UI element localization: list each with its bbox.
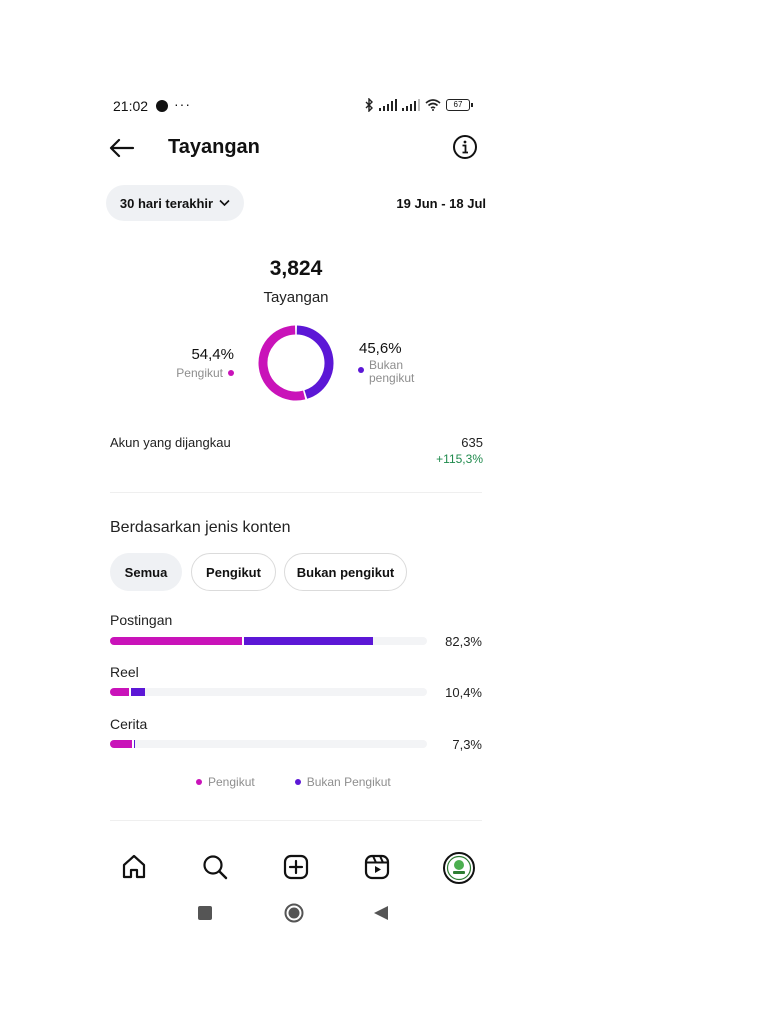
recent-apps-icon [198,906,212,920]
nav-reels[interactable] [362,852,392,882]
bar-segment-non-followers [243,637,373,645]
tab-followers[interactable]: Pengikut [191,553,276,591]
row-label-reels: Reel [110,664,139,680]
back-triangle-icon [374,906,388,920]
followers-legend: Pengikut [140,366,234,380]
row-label-posts: Postingan [110,612,173,628]
non-followers-percentage: 45,6% [359,340,402,357]
total-views: 3,824 [269,257,323,280]
followers-dot [228,370,234,376]
total-views-label: Tayangan [263,289,329,306]
donut-slice-non-followers [296,325,334,399]
battery-icon: 67 [446,99,473,111]
bar-segment-non-followers [133,740,136,748]
legend-followers-dot [196,779,202,785]
tab-non-followers[interactable]: Bukan pengikut [284,553,407,591]
search-icon [203,855,228,880]
chevron-down-icon [219,199,230,207]
recent-apps-button[interactable] [198,906,212,920]
signal-icon [402,99,420,111]
home-icon [122,854,146,879]
non-followers-label-line1: Bukan [369,358,404,372]
non-followers-legend: Bukan pengikut [358,359,414,385]
posts-bar [110,637,427,645]
reach-label: Akun yang dijangkau [110,435,231,450]
profile-avatar [443,852,475,884]
nav-create[interactable] [281,852,311,882]
divider [110,492,482,493]
bar-segment-non-followers [131,688,145,696]
status-icons: 67 [364,97,473,113]
non-followers-dot [358,367,364,373]
bar-segment-followers [110,688,130,696]
followers-percentage: 54,4% [191,346,234,363]
reach-value: 635 [461,435,483,450]
row-label-stories: Cerita [110,716,148,732]
wifi-icon [425,99,441,111]
bar-gap [241,637,244,645]
reels-percentage: 10,4% [445,685,482,700]
reach-change: +115,3% [436,452,483,466]
reels-bar [110,688,427,696]
legend-non-followers: Bukan Pengikut [306,775,391,789]
nav-search[interactable] [200,852,230,882]
bar-segment-followers [110,740,132,748]
section-title: Berdasarkan jenis konten [110,519,291,536]
signal-icon [379,99,397,111]
followers-donut-chart [258,325,334,401]
legend-followers: Pengikut [208,775,255,789]
tab-all[interactable]: Semua [110,553,182,591]
bar-gap [131,740,134,748]
create-icon [283,854,309,880]
stories-bar [110,740,427,748]
posts-percentage: 82,3% [445,634,482,649]
bar-segment-followers [110,637,242,645]
date-range-selected: 30 hari terakhir [119,195,214,211]
info-icon [453,135,477,159]
nav-profile[interactable] [443,852,475,884]
stories-percentage: 7,3% [452,737,482,752]
donut-slice-followers [258,325,306,401]
divider [110,820,482,821]
followers-legend-label: Pengikut [176,366,223,380]
status-time: 21:02 [113,98,149,114]
back-button[interactable] [106,134,138,162]
system-back-button[interactable] [373,905,389,921]
system-home-button[interactable] [284,903,304,923]
date-range-text: 19 Jun - 18 Jul [396,196,486,211]
date-range-dropdown[interactable]: 30 hari terakhir [106,185,244,221]
home-button-icon [284,903,304,923]
bar-gap [129,688,132,696]
arrow-left-icon [109,138,135,158]
bar-legend: Pengikut Bukan Pengikut [196,775,391,789]
non-followers-label-line2: pengikut [369,371,415,385]
facebook-icon [156,100,168,112]
page-title: Tayangan [168,136,260,158]
status-overflow: ··· [174,96,191,112]
bluetooth-icon [365,98,373,112]
reels-icon [364,854,390,880]
legend-non-followers-dot [294,779,301,785]
info-button[interactable] [452,134,478,160]
nav-home[interactable] [119,852,149,882]
